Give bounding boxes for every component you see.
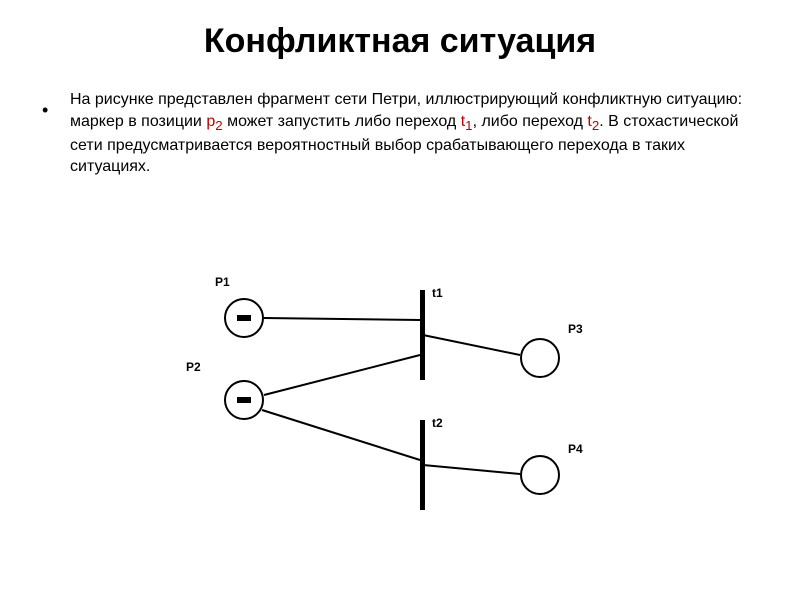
edge-P2-t1	[264, 355, 420, 395]
petri-net-diagram	[0, 0, 800, 600]
edge-P1-t1	[264, 318, 420, 320]
place-label-P4: P4	[568, 442, 583, 456]
transition-label-t2: t2	[432, 416, 443, 430]
token-P2	[237, 397, 251, 403]
edge-t1-P3	[423, 335, 520, 355]
edge-P2-t2	[262, 410, 420, 460]
place-label-P3: P3	[568, 322, 583, 336]
token-P1	[237, 315, 251, 321]
edge-t2-P4	[423, 465, 520, 474]
transition-label-t1: t1	[432, 286, 443, 300]
place-label-P2: P2	[186, 360, 201, 374]
place-P3	[520, 338, 560, 378]
place-P4	[520, 455, 560, 495]
transition-t1	[420, 290, 425, 380]
transition-t2	[420, 420, 425, 510]
place-label-P1: P1	[215, 275, 230, 289]
